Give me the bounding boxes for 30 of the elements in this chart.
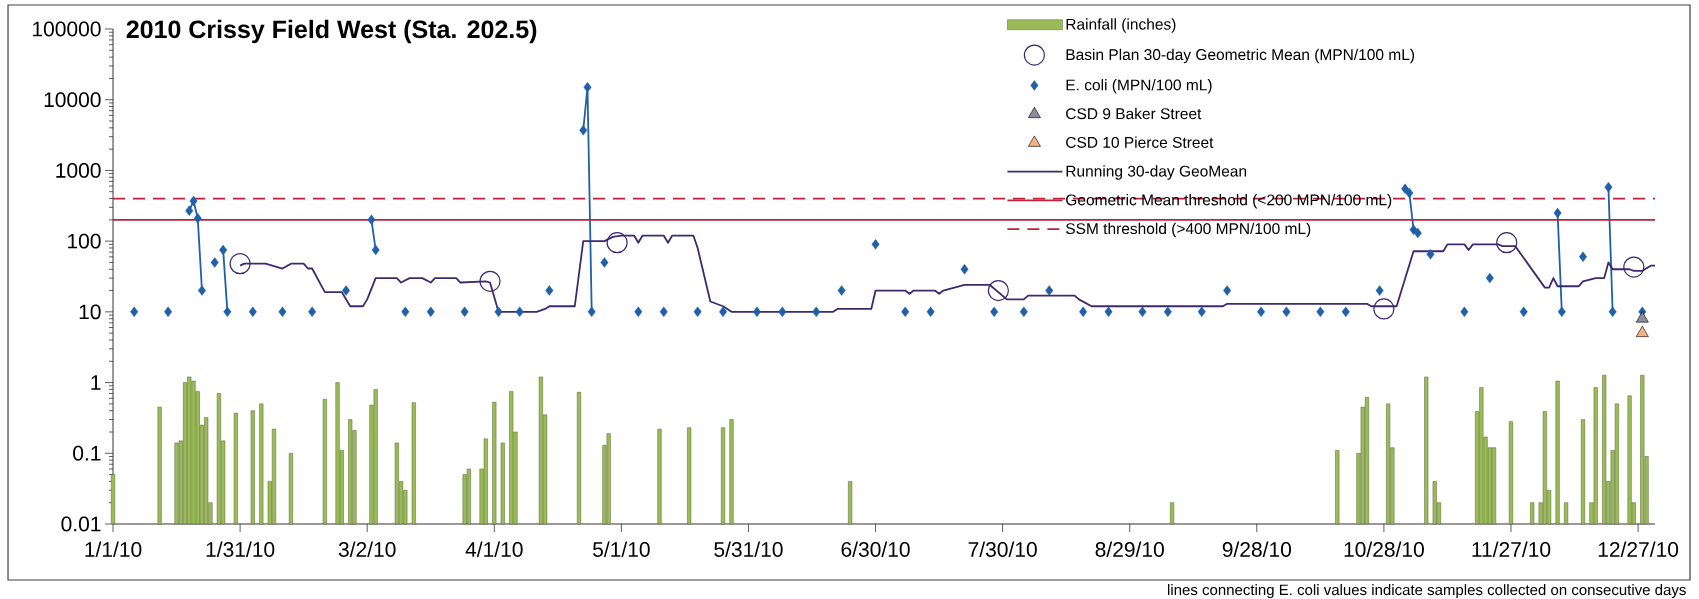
y-tick-label: 100 xyxy=(68,233,101,249)
legend-label: E. coli (MPN/100 mL) xyxy=(1066,79,1212,94)
text: lines connecting E. coli values indicate samples collected on consecutive days xyxy=(1168,584,1686,599)
x-tick-label: 6/30/10 xyxy=(841,541,910,557)
legend-label: Running 30-day GeoMean xyxy=(1066,165,1247,180)
y-tick-label: 10 xyxy=(79,304,101,320)
legend-label: Rainfall (inches) xyxy=(1066,18,1176,33)
x-tick-label: 10/28/10 xyxy=(1344,541,1424,557)
x-tick-label: 1/31/10 xyxy=(206,541,275,557)
y-tick-label: 1000 xyxy=(56,162,101,178)
legend-label: SSM threshold (>400 MPN/100 mL) xyxy=(1066,222,1311,238)
chart-title: 2010 Crissy Field West (Sta. 202.5) xyxy=(126,19,537,44)
x-tick-label: 11/27/10 xyxy=(1472,541,1551,557)
y-tick-label: 0.01 xyxy=(61,516,101,532)
legend-label: Basin Plan 30-day Geometric Mean (MPN/100 mL) xyxy=(1066,48,1415,64)
y-tick-label: 0.1 xyxy=(73,445,101,461)
x-tick-label: 8/29/10 xyxy=(1095,541,1164,557)
legend-label: CSD 10 Pierce Street xyxy=(1066,136,1214,148)
y-tick-label: 10000 xyxy=(44,92,101,108)
y-tick-label: 1 xyxy=(91,375,101,390)
x-tick-label: 5/31/10 xyxy=(714,541,783,557)
x-tick-label: 7/30/10 xyxy=(968,541,1037,557)
x-tick-label: 4/1/10 xyxy=(465,541,523,557)
legend-label: CSD 9 Baker Street xyxy=(1066,107,1202,120)
x-tick-label: 9/28/10 xyxy=(1222,541,1292,557)
x-tick-label: 12/27/10 xyxy=(1598,541,1679,557)
x-tick-label: 3/2/10 xyxy=(338,541,396,557)
x-tick-label: 5/1/10 xyxy=(593,541,650,557)
y-tick-label: 100000 xyxy=(33,21,101,37)
x-tick-label: 1/1/10 xyxy=(85,541,142,557)
